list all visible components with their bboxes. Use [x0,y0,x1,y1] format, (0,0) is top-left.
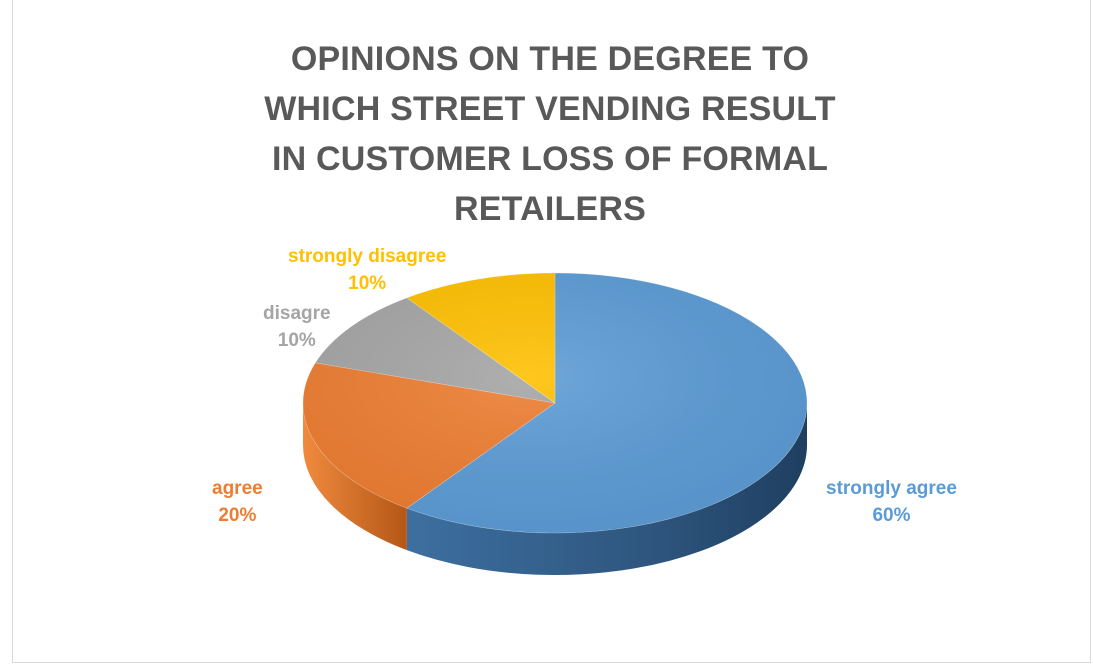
label-category: strongly agree [826,478,957,499]
label-category: strongly disagree [288,246,447,267]
data-label-disagre: disagre 10% [263,300,331,354]
label-category: agree [212,478,263,499]
label-value: 20% [218,505,257,526]
label-value: 10% [348,273,387,294]
chart-title: OPINIONS ON THE DEGREE TO WHICH STREET V… [264,40,836,228]
data-label-strongly-agree: strongly agree 60% [826,475,957,529]
label-category: disagre [263,303,331,324]
label-value: 60% [872,505,911,526]
pie-top-faces [302,272,808,534]
data-label-agree: agree 20% [212,475,263,529]
data-label-strongly-disagree: strongly disagree 10% [288,243,446,297]
label-value: 10% [277,330,316,351]
